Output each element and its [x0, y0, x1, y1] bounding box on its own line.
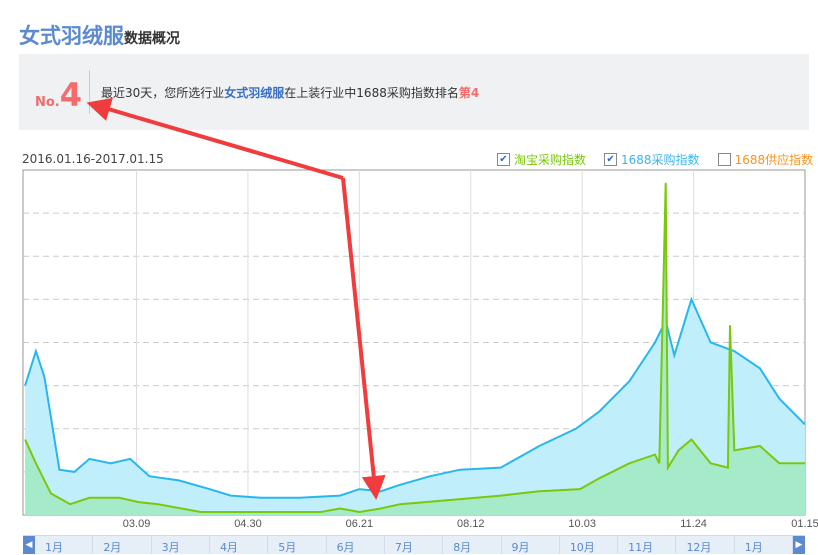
x-tick-label: 06.21: [346, 518, 374, 530]
x-tick-label: 11.24: [680, 518, 707, 530]
scroller-month[interactable]: 9月: [502, 536, 560, 554]
checkbox-icon[interactable]: ✔: [604, 153, 618, 166]
scroller-month[interactable]: 3月: [152, 536, 210, 554]
scroller-month[interactable]: 11月: [618, 536, 677, 554]
annotation-arrow: [86, 97, 344, 180]
scroller-months: 1月 2月 3月 4月 5月 6月 7月 8月 9月 10月 11月 12月 1月: [35, 536, 794, 554]
chart: 03.09 04.30 06.21 08.12 10.03 11.24 01.15: [22, 97, 818, 530]
divider: [89, 70, 90, 114]
legend-label: 1688供应指数: [734, 153, 814, 167]
x-tick-label: 01.15: [791, 518, 818, 530]
x-tick-label: 10.03: [568, 518, 596, 530]
x-tick-label: 04.30: [234, 518, 262, 530]
rank-text-industry: 女式羽绒服: [224, 86, 285, 100]
annotation-arrow: [341, 177, 386, 500]
series-line: [24, 182, 805, 514]
rank-text: 最近30天，您所选行业女式羽绒服在上装行业中1688采购指数排名第4: [101, 84, 479, 101]
title-suffix: 数据概况: [124, 31, 180, 47]
rank-no-label: No.: [35, 95, 60, 110]
scroller-month[interactable]: 1月: [35, 536, 94, 554]
scroller-month[interactable]: 5月: [268, 536, 327, 554]
rank-text-pre: 最近30天，您所选行业: [101, 86, 225, 100]
scroller-month[interactable]: 4月: [210, 536, 269, 554]
checkbox-icon[interactable]: [717, 153, 731, 166]
rank-badge: No. 4: [35, 76, 82, 114]
range-scroller[interactable]: ◀ 1月 2月 3月 4月 5月 6月 7月 8月 9月 10月 11月 12月 1月 ▶: [23, 535, 805, 554]
x-tick-label: 08.12: [457, 518, 485, 530]
legend-1688-supply[interactable]: 1688供应指数: [717, 151, 814, 168]
industry-title: 女式羽绒服: [19, 24, 124, 48]
scroller-month[interactable]: 1月: [735, 536, 794, 554]
checkbox-icon[interactable]: ✔: [497, 153, 510, 166]
scroller-month[interactable]: 10月: [560, 536, 619, 554]
series-area: [25, 299, 806, 515]
legend-label: 1688采购指数: [621, 153, 700, 167]
scroller-month[interactable]: 12月: [676, 536, 735, 554]
x-tick-label: 03.09: [123, 518, 151, 530]
legend-label: 淘宝采购指数: [514, 153, 587, 167]
scroll-right-icon[interactable]: ▶: [793, 536, 805, 554]
legend-taobao[interactable]: ✔ 淘宝采购指数: [497, 151, 586, 168]
scroller-month[interactable]: 2月: [93, 536, 152, 554]
scroller-month[interactable]: 6月: [327, 536, 385, 554]
rank-panel: No. 4 最近30天，您所选行业女式羽绒服在上装行业中1688采购指数排名第4: [19, 54, 809, 130]
scroller-month[interactable]: 7月: [385, 536, 444, 554]
series-area: [25, 182, 806, 515]
rank-number: 4: [59, 76, 83, 114]
page-title: 女式羽绒服 数据概况: [19, 20, 180, 50]
rank-text-rank: 第4: [458, 86, 480, 100]
legend: ✔ 淘宝采购指数 ✔ 1688采购指数 1688供应指数: [497, 151, 813, 168]
rank-text-mid: 在上装行业中1688采购指数排名: [284, 86, 459, 100]
scroller-month[interactable]: 8月: [443, 536, 502, 554]
series-line: [24, 296, 806, 499]
date-range: 2016.01.16-2017.01.15: [22, 152, 164, 166]
legend-1688-purchase[interactable]: ✔ 1688采购指数: [604, 151, 700, 168]
scroll-left-icon[interactable]: ◀: [23, 536, 35, 554]
